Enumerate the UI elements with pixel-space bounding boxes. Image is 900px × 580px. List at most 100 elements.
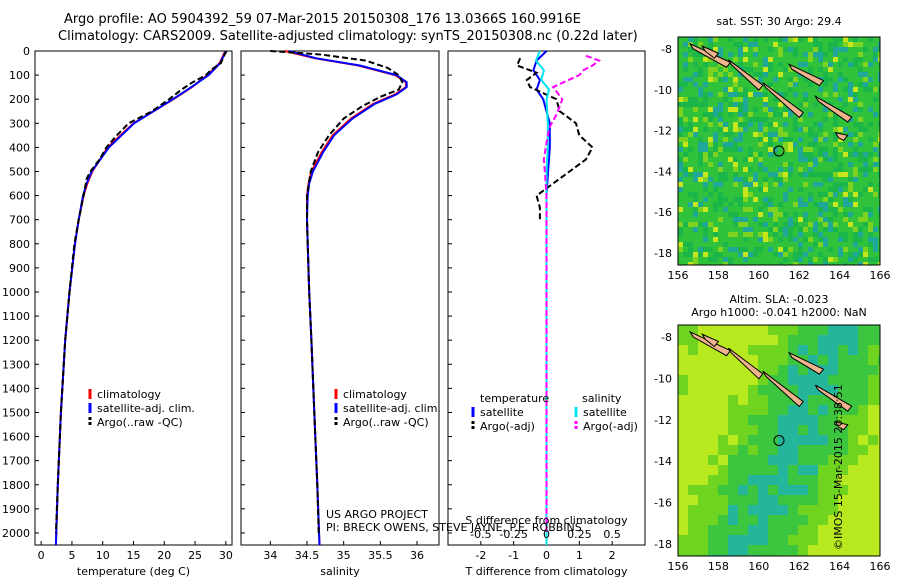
map-cell (853, 117, 858, 122)
map-cell (718, 545, 728, 555)
map-cell (758, 232, 763, 237)
map-cell (738, 375, 748, 385)
map-cell (863, 57, 868, 62)
map-cell (788, 415, 798, 425)
map-cell (678, 102, 683, 107)
map-cell (753, 127, 758, 132)
map-cell (708, 545, 718, 555)
map-cell (853, 227, 858, 232)
map-cell (828, 57, 833, 62)
map-cell (678, 157, 683, 162)
map-cell (748, 157, 753, 162)
map-cell (818, 122, 823, 127)
map-cell (838, 495, 848, 505)
map-cell (808, 355, 818, 365)
map-cell (768, 445, 778, 455)
map-cell (698, 177, 703, 182)
map-cell (838, 62, 843, 67)
map-x-tick-label: 164 (829, 560, 850, 573)
map-cell (713, 137, 718, 142)
map-cell (878, 92, 880, 97)
map-cell (808, 395, 818, 405)
legend-label: Argo(-adj) (480, 420, 535, 433)
map-cell (768, 142, 773, 147)
map-cell (808, 465, 818, 475)
map-cell (843, 232, 848, 237)
map-cell (753, 107, 758, 112)
map-cell (788, 232, 793, 237)
map-cell (818, 212, 823, 217)
map-cell (703, 247, 708, 252)
map-cell (768, 132, 773, 137)
map-cell (873, 187, 878, 192)
map-cell (873, 152, 878, 157)
map-cell (788, 37, 793, 42)
map-cell (808, 475, 818, 485)
map-cell (848, 425, 858, 435)
map-cell (753, 112, 758, 117)
map-cell (773, 127, 778, 132)
map-cell (858, 62, 863, 67)
map-cell (693, 207, 698, 212)
map-cell (718, 102, 723, 107)
map-cell (818, 132, 823, 137)
map-cell (863, 77, 868, 82)
map-cell (813, 102, 818, 107)
map-cell (738, 445, 748, 455)
map-cell (783, 157, 788, 162)
map-cell (683, 57, 688, 62)
map-cell (863, 247, 868, 252)
map-cell (853, 132, 858, 137)
map-x-tick-label: 160 (748, 269, 769, 282)
map-cell (843, 57, 848, 62)
map-cell (728, 232, 733, 237)
map-cell (708, 365, 718, 375)
map-cell (703, 127, 708, 132)
map-cell (713, 242, 718, 247)
map-cell (688, 515, 698, 525)
map-cell (768, 67, 773, 72)
map-cell (768, 495, 778, 505)
map-cell (803, 147, 808, 152)
map-cell (678, 257, 683, 262)
map-cell (768, 42, 773, 47)
map-cell (788, 475, 798, 485)
argo-location-marker (773, 435, 785, 446)
map-x-tick-label: 166 (870, 269, 891, 282)
map-cell (783, 132, 788, 137)
top-x-tick-label: 0.5 (603, 528, 621, 541)
map-cell (728, 262, 733, 265)
map-cell (798, 415, 808, 425)
map-cell (738, 495, 748, 505)
map-cell (858, 72, 863, 77)
map-cell (788, 162, 793, 167)
map-cell (858, 102, 863, 107)
map-cell (763, 187, 768, 192)
map-cell (858, 495, 868, 505)
map-cell (783, 77, 788, 82)
map-cell (723, 122, 728, 127)
map-cell (788, 82, 793, 87)
map-cell (868, 157, 873, 162)
map-cell (813, 232, 818, 237)
map-cell (783, 42, 788, 47)
map-cell (798, 345, 808, 355)
map-cell (828, 87, 833, 92)
map-cell (693, 212, 698, 217)
map-cell (683, 72, 688, 77)
map-cell (868, 405, 878, 415)
map-cell (768, 227, 773, 232)
map-cell (763, 152, 768, 157)
map-cell (753, 117, 758, 122)
legend-label: climatology (343, 388, 407, 401)
map-cell (798, 192, 803, 197)
map-cell (758, 237, 763, 242)
map-cell (778, 535, 788, 545)
map-cell (818, 247, 823, 252)
map-cell (833, 92, 838, 97)
map-cell (858, 395, 868, 405)
map-cell (708, 192, 713, 197)
map-cell (793, 122, 798, 127)
map-cell (718, 92, 723, 97)
y-tick-label: 100 (9, 69, 30, 82)
